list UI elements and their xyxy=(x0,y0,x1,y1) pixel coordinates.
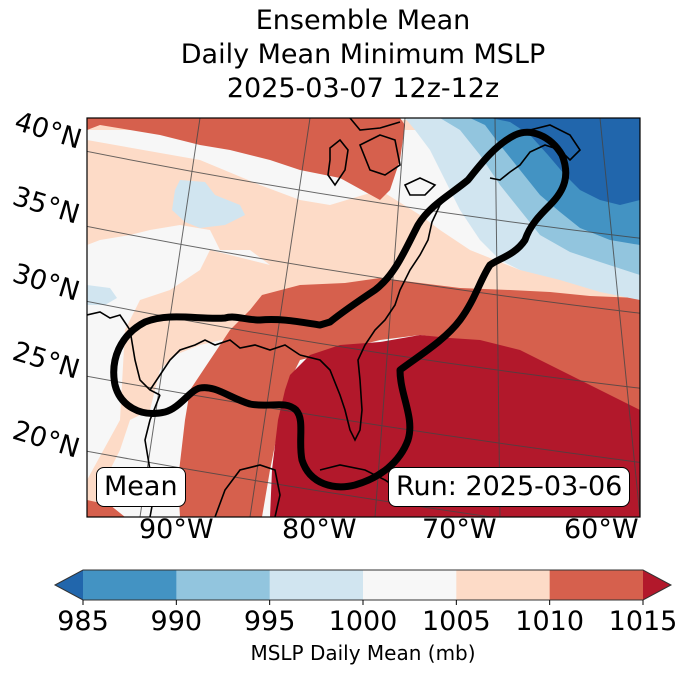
colorbar-bin-995-1000 xyxy=(269,570,364,600)
colorbar-extend-high xyxy=(643,570,671,600)
chart-title: Ensemble Mean Daily Mean Minimum MSLP 20… xyxy=(0,4,688,106)
lon-label-70w: 70°W xyxy=(422,514,497,545)
run-date-label-box: Run: 2025-03-06 xyxy=(388,467,631,507)
title-line-2: Daily Mean Minimum MSLP xyxy=(180,39,546,70)
region-1005-1010-sw xyxy=(87,250,640,505)
colorbar-bin-1000-1005 xyxy=(363,570,457,600)
map-field xyxy=(87,118,640,517)
region-1010-1015-north xyxy=(87,118,405,200)
contour-outline xyxy=(110,128,570,491)
mean-label-box: Mean xyxy=(96,467,186,507)
region-patch-texas xyxy=(87,285,117,305)
colorbar-tick-label: 1010 xyxy=(515,606,585,637)
colorbar-tick-label: 990 xyxy=(150,606,203,637)
colorbar-bin-1005-1010 xyxy=(456,570,551,600)
colorbar-tick-label: 1000 xyxy=(328,606,398,637)
colorbar-bin-985-990 xyxy=(83,570,177,600)
colorbar-tick-label: 995 xyxy=(243,606,296,637)
map-frame xyxy=(86,117,641,518)
title-line-3: 2025-03-07 12z-12z xyxy=(226,73,500,104)
title-line-1: Ensemble Mean xyxy=(255,5,471,36)
colorbar-bin-1010-1015 xyxy=(549,570,644,600)
region-1010-1015-sw-corner xyxy=(87,500,125,517)
colorbar-tick-label: 1005 xyxy=(421,606,491,637)
colorbar-bin-990-995 xyxy=(176,570,271,600)
colorbar-extend-low xyxy=(55,570,83,600)
lon-label-80w: 80°W xyxy=(282,514,357,545)
region-patch-ozarks xyxy=(172,180,245,228)
region-1005-1010-north xyxy=(87,140,640,305)
region-1010-1015-south xyxy=(178,278,640,517)
colorbar-tick-label: 985 xyxy=(57,606,109,637)
lon-label-90w: 90°W xyxy=(139,514,214,545)
colorbar-tick-label: 1015 xyxy=(608,606,678,637)
lon-label-60w: 60°W xyxy=(564,514,639,545)
colorbar-label: MSLP Daily Mean (mb) xyxy=(250,641,476,665)
